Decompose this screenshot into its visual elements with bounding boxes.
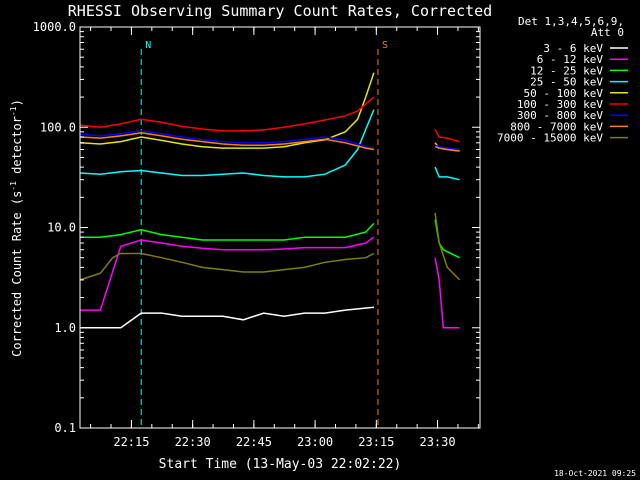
y-axis-label-sup1: -1 <box>9 181 18 191</box>
series-line-3-6-kev <box>80 306 374 329</box>
series-line-25-50-kev <box>79 109 460 181</box>
y-tick-label: 10.0 <box>47 221 76 235</box>
axes-layer: 0.1 1.0 10.0 100.0 1000.0 22:15 22:30 22:45 23:0… <box>33 20 481 449</box>
x-tick-label: 23:30 <box>419 435 455 449</box>
legend-label-3-6-kev: 3 - 6 keV <box>543 42 603 55</box>
legend-label-7000-15000-kev: 7000 - 15000 keV <box>497 132 603 145</box>
legend-label-50-100-kev: 50 - 100 keV <box>524 87 604 100</box>
y-axis-label-mid: detector <box>10 116 24 181</box>
series-line-6-12-kev <box>80 236 460 329</box>
legend-header-line: Det 1,3,4,5,6,9, <box>518 15 624 28</box>
timestamp: 18-Oct-2021 09:25 <box>554 469 636 478</box>
series-layer <box>79 72 461 329</box>
legend-label-300-800-kev: 300 - 800 keV <box>517 109 603 122</box>
y-tick-label: 1.0 <box>54 321 76 335</box>
x-tick-label: 22:30 <box>175 435 211 449</box>
x-tick-label: 23:15 <box>358 435 394 449</box>
y-axis-label-main: Corrected Count Rate (s <box>10 191 24 357</box>
y-axis-label: Corrected Count Rate (s-1 detector-1) <box>9 99 24 357</box>
legend-label-800-7000-kev: 800 - 7000 keV <box>510 120 603 133</box>
y-axis-label-sup2: -1 <box>9 106 18 116</box>
x-tick-label: 22:45 <box>236 435 272 449</box>
legend-label-12-25-kev: 12 - 25 keV <box>530 64 603 77</box>
series-line-300-800-kev <box>79 130 460 151</box>
y-axis-label-end: ) <box>10 99 24 106</box>
legend-label-25-50-kev: 25 - 50 keV <box>530 76 603 89</box>
y-tick-label: 100.0 <box>40 120 76 134</box>
legend-header-line: Att 0 <box>591 26 624 39</box>
series-line-100-300-kev <box>79 96 460 143</box>
annotation-label-s: S <box>382 40 388 51</box>
series-line-7000-15000-kev <box>79 212 461 281</box>
y-tick-label: 1000.0 <box>33 20 76 34</box>
series-line-800-7000-kev <box>79 132 460 152</box>
annotation-label-n: N <box>145 40 151 51</box>
legend-label-100-300-kev: 100 - 300 keV <box>517 98 603 111</box>
x-axis-label: Start Time (13-May-03 22:02:22) <box>159 457 402 472</box>
x-tick-label: 23:00 <box>297 435 333 449</box>
y-tick-label: 0.1 <box>54 421 76 435</box>
legend-label-6-12-kev: 6 - 12 keV <box>537 53 604 66</box>
chart-title: RHESSI Observing Summary Count Rates, Co… <box>68 2 492 20</box>
x-tick-label: 22:15 <box>113 435 149 449</box>
